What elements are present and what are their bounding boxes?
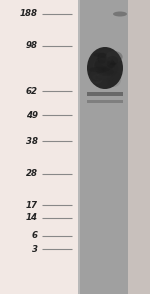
Ellipse shape (99, 49, 112, 66)
Ellipse shape (106, 51, 123, 63)
Ellipse shape (113, 11, 127, 16)
Ellipse shape (98, 59, 112, 76)
Text: 188: 188 (20, 9, 38, 19)
Ellipse shape (96, 68, 114, 76)
Ellipse shape (107, 60, 116, 68)
Ellipse shape (107, 56, 118, 65)
Ellipse shape (96, 74, 108, 89)
Text: 6: 6 (32, 231, 38, 240)
Text: 28: 28 (26, 170, 38, 178)
Ellipse shape (89, 68, 105, 81)
Ellipse shape (93, 53, 107, 57)
Ellipse shape (87, 47, 123, 89)
Bar (80, 0, 128, 294)
Ellipse shape (92, 73, 114, 81)
Bar (87, 92, 123, 96)
Text: 14: 14 (26, 213, 38, 223)
Text: 62: 62 (26, 86, 38, 96)
Text: 17: 17 (26, 201, 38, 210)
Ellipse shape (104, 61, 118, 76)
Text: 98: 98 (26, 41, 38, 51)
Ellipse shape (89, 67, 110, 73)
Ellipse shape (107, 71, 121, 87)
Text: 3: 3 (32, 245, 38, 253)
Ellipse shape (94, 60, 107, 73)
Ellipse shape (89, 70, 104, 84)
Bar (87, 99, 123, 103)
Bar (128, 0, 150, 294)
Text: 38: 38 (26, 136, 38, 146)
Text: 49: 49 (26, 111, 38, 119)
Ellipse shape (98, 53, 107, 64)
Ellipse shape (93, 58, 115, 73)
Ellipse shape (97, 73, 112, 79)
Bar (78, 0, 150, 294)
Ellipse shape (96, 74, 114, 81)
Ellipse shape (95, 56, 114, 71)
